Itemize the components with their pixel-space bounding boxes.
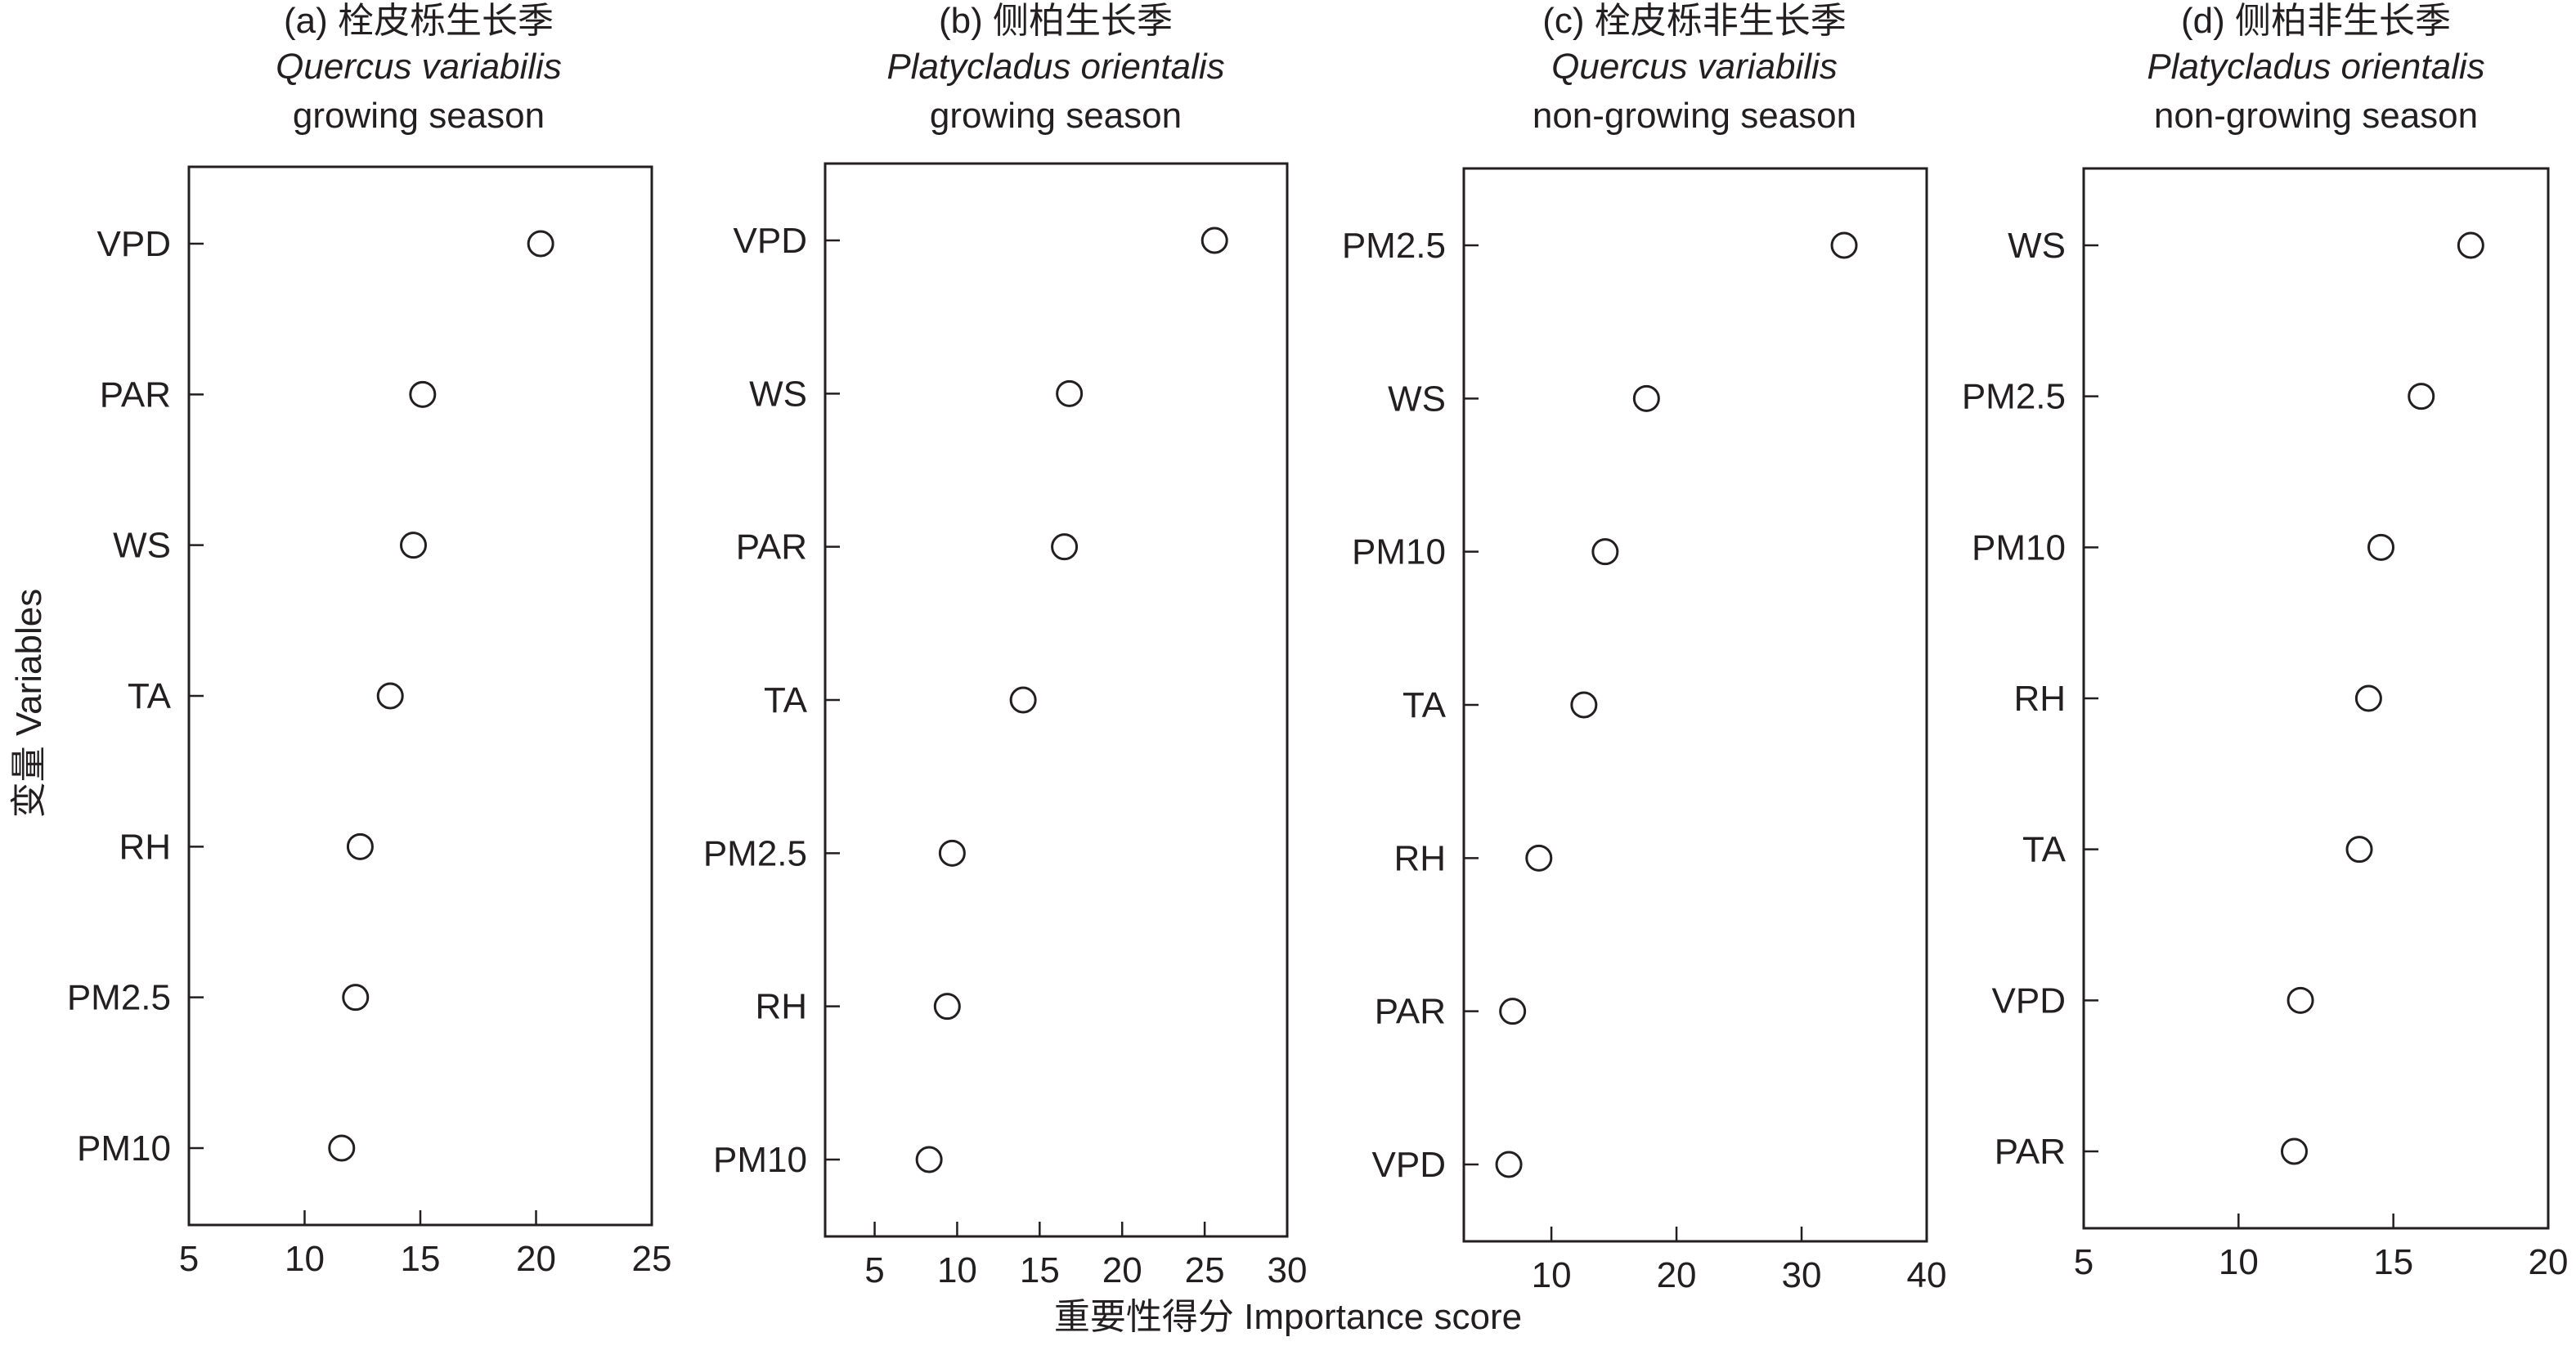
panel-d-variable-label: PM2.5: [1962, 377, 2066, 417]
panel-b-x-tick-label: 10: [937, 1250, 977, 1290]
panel-a-variable-label: WS: [113, 526, 171, 566]
panel-d-variable-label: TA: [2022, 830, 2067, 870]
panel-c-point-vpd: [1495, 1151, 1523, 1178]
panel-a-point-par: [409, 380, 437, 408]
panel-a-frame: [187, 165, 653, 1227]
panel-b-variable-label: PM2.5: [703, 833, 807, 873]
panel-c-point-ta: [1570, 691, 1598, 719]
panel-c-frame: [1462, 167, 1928, 1243]
panel-d-point-pm25: [2408, 383, 2435, 411]
panel-a-title-line-3: growing season: [293, 96, 545, 136]
panel-a: (a) 栓皮栎生长季 Quercus variabilis growing seas…: [67, 1, 672, 1279]
panel-b-point-vpd: [1200, 227, 1228, 254]
panel-d-variable-label: WS: [2008, 226, 2066, 266]
panel-b-variable-label: RH: [755, 987, 807, 1027]
panel-d-x-tick-label: 15: [2373, 1242, 2413, 1282]
panel-a-variable-label: RH: [119, 827, 171, 867]
panel-c-x-tick-label: 30: [1782, 1255, 1822, 1295]
panel-a-variable-label: PM2.5: [67, 978, 171, 1018]
panel-d-frame: [2082, 167, 2550, 1230]
panel-b-x-tick-label: 30: [1268, 1250, 1308, 1290]
panel-d-variable-label: VPD: [1992, 980, 2066, 1021]
panel-a-variable-label: PM10: [77, 1128, 171, 1169]
panel-b-point-rh: [933, 993, 961, 1021]
panel-a-x-tick-label: 15: [401, 1239, 441, 1279]
panel-a-point-rh: [346, 832, 374, 860]
panel-c-variable-label: PM2.5: [1342, 226, 1446, 266]
panel-d-point-ws: [2457, 231, 2484, 259]
panel-b-x-tick-label: 5: [864, 1250, 884, 1290]
panel-a-point-pm25: [342, 984, 370, 1012]
panel-d: (d) 侧柏非生长季 Platycladus orientalis non-grow…: [1962, 1, 2569, 1282]
panel-c-x-tick-label: 10: [1532, 1255, 1572, 1295]
panel-a-title-line-1: (a) 栓皮栎生长季: [284, 1, 554, 41]
panel-c-variable-label: PAR: [1375, 992, 1446, 1032]
panel-a-point-ws: [400, 532, 428, 559]
panel-c-point-pm25: [1830, 231, 1858, 259]
panel-d-variable-label: RH: [2013, 679, 2066, 719]
panel-a-point-pm10: [328, 1134, 356, 1162]
panel-c-x-tick-label: 20: [1657, 1255, 1697, 1295]
panel-b-title-line-1: (b) 侧柏生长季: [939, 1, 1173, 41]
panel-c-variable-label: RH: [1393, 838, 1446, 878]
panel-a-title-line-2: Quercus variabilis: [276, 47, 562, 87]
panel-d-x-tick-label: 5: [2074, 1242, 2094, 1282]
panel-b-x-tick-label: 25: [1185, 1250, 1225, 1290]
panel-d-point-par: [2280, 1137, 2308, 1165]
panel-a-x-tick-label: 10: [285, 1239, 325, 1279]
panel-c-point-par: [1499, 998, 1527, 1025]
panel-d-x-tick-label: 20: [2529, 1242, 2569, 1282]
panel-d-point-rh: [2354, 684, 2382, 712]
panel-b-point-ta: [1009, 686, 1037, 714]
x-axis-label: 重要性得分 Importance score: [1054, 1297, 1522, 1337]
panel-b-frame: [824, 162, 1289, 1238]
panel-a-point-ta: [376, 682, 404, 710]
panel-a-variable-label: VPD: [97, 224, 171, 264]
panel-b-variable-label: PAR: [736, 527, 807, 568]
panel-c-title-line-3: non-growing season: [1533, 96, 1856, 136]
panel-d-point-pm10: [2367, 533, 2395, 561]
panel-c-variable-label: VPD: [1372, 1145, 1446, 1185]
panel-d-variable-label: PAR: [1995, 1132, 2066, 1172]
panel-d-title-line-1: (d) 侧柏非生长季: [2181, 1, 2451, 41]
panel-a-x-tick-label: 5: [179, 1239, 199, 1279]
panel-b-title-line-2: Platycladus orientalis: [886, 47, 1224, 87]
panel-b-point-pm25: [938, 839, 966, 867]
panel-b-x-tick-label: 20: [1102, 1250, 1142, 1290]
panel-b-variable-label: WS: [749, 374, 807, 414]
panel-b: (b) 侧柏生长季 Platycladus orientalis growing s…: [703, 1, 1308, 1290]
panel-a-x-tick-label: 20: [516, 1239, 556, 1279]
panel-a-point-vpd: [527, 230, 554, 258]
panel-c: (c) 栓皮栎非生长季 Quercus variabilis non-growing…: [1342, 1, 1947, 1295]
panel-b-variable-label: VPD: [734, 221, 807, 261]
panel-d-point-vpd: [2287, 986, 2314, 1014]
panel-d-x-tick-label: 10: [2219, 1242, 2259, 1282]
panels-group: (a) 栓皮栎生长季 Quercus variabilis growing seas…: [67, 1, 2569, 1295]
panel-b-point-ws: [1056, 379, 1084, 407]
panel-d-point-ta: [2345, 836, 2373, 864]
panel-c-point-rh: [1525, 844, 1553, 872]
y-axis-label: 变量 Variables: [9, 589, 49, 818]
panel-b-variable-label: TA: [764, 680, 808, 720]
panel-d-title-line-3: non-growing season: [2154, 96, 2478, 136]
panel-c-variable-label: WS: [1388, 379, 1446, 419]
panel-b-point-par: [1051, 533, 1079, 561]
panel-c-variable-label: PM10: [1352, 532, 1446, 572]
panel-a-variable-label: PAR: [100, 375, 171, 415]
panel-d-variable-label: PM10: [1972, 527, 2066, 568]
panel-b-title-line-3: growing season: [930, 96, 1182, 136]
panel-a-x-tick-label: 25: [632, 1239, 672, 1279]
panel-c-x-tick-label: 40: [1907, 1255, 1947, 1295]
panel-c-point-pm10: [1591, 538, 1619, 566]
panel-b-variable-label: PM10: [713, 1140, 807, 1180]
panel-b-x-tick-label: 15: [1020, 1250, 1060, 1290]
panel-b-point-pm10: [915, 1146, 943, 1173]
panel-c-point-ws: [1632, 384, 1660, 412]
panel-c-variable-label: TA: [1402, 685, 1447, 725]
panel-c-title-line-1: (c) 栓皮栎非生长季: [1542, 1, 1847, 41]
panel-d-title-line-2: Platycladus orientalis: [2147, 47, 2484, 87]
panel-c-title-line-2: Quercus variabilis: [1551, 47, 1838, 87]
panel-a-variable-label: TA: [128, 676, 172, 716]
